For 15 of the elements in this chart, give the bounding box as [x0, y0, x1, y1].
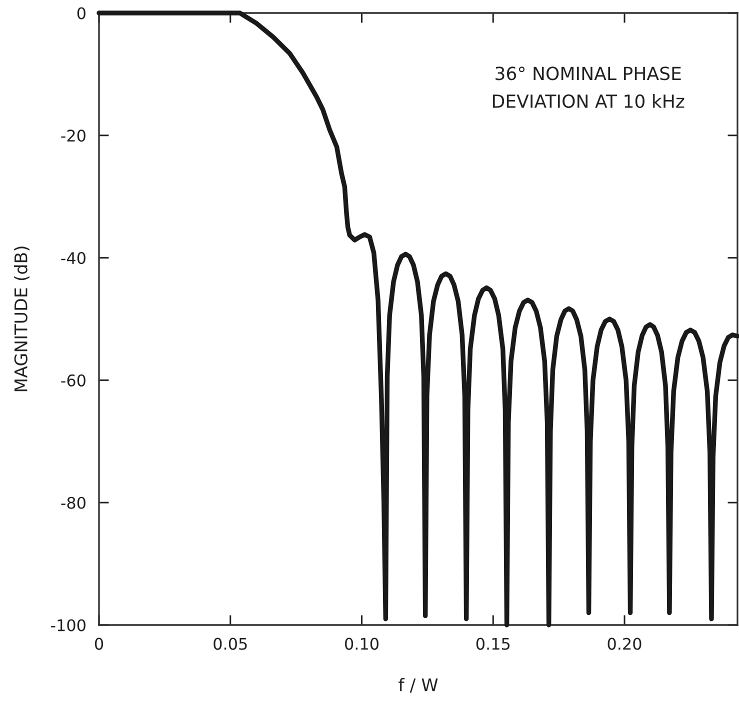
- annotation: 36° NOMINAL PHASE DEVIATION AT 10 kHz: [493, 66, 684, 108]
- y-tick-label: -40: [61, 252, 86, 264]
- y-tick-label: -20: [61, 130, 86, 142]
- y-tick-label: 0: [77, 7, 86, 20]
- x-axis-title: f / W: [398, 678, 438, 693]
- x-tick-label: 0.10: [345, 638, 378, 650]
- x-tick-label: 0.15: [476, 638, 510, 650]
- x-tick-label: 0.05: [214, 638, 247, 650]
- y-axis-title: MAGNITUDE (dB): [14, 246, 30, 392]
- y-tick-label: -60: [61, 374, 86, 386]
- x-tick-label: 0: [94, 638, 104, 650]
- line-series: [96, 10, 739, 628]
- x-tick-label: 0.20: [608, 638, 642, 650]
- y-tick-label: -100: [51, 619, 86, 632]
- y-tick-label: -80: [61, 496, 86, 509]
